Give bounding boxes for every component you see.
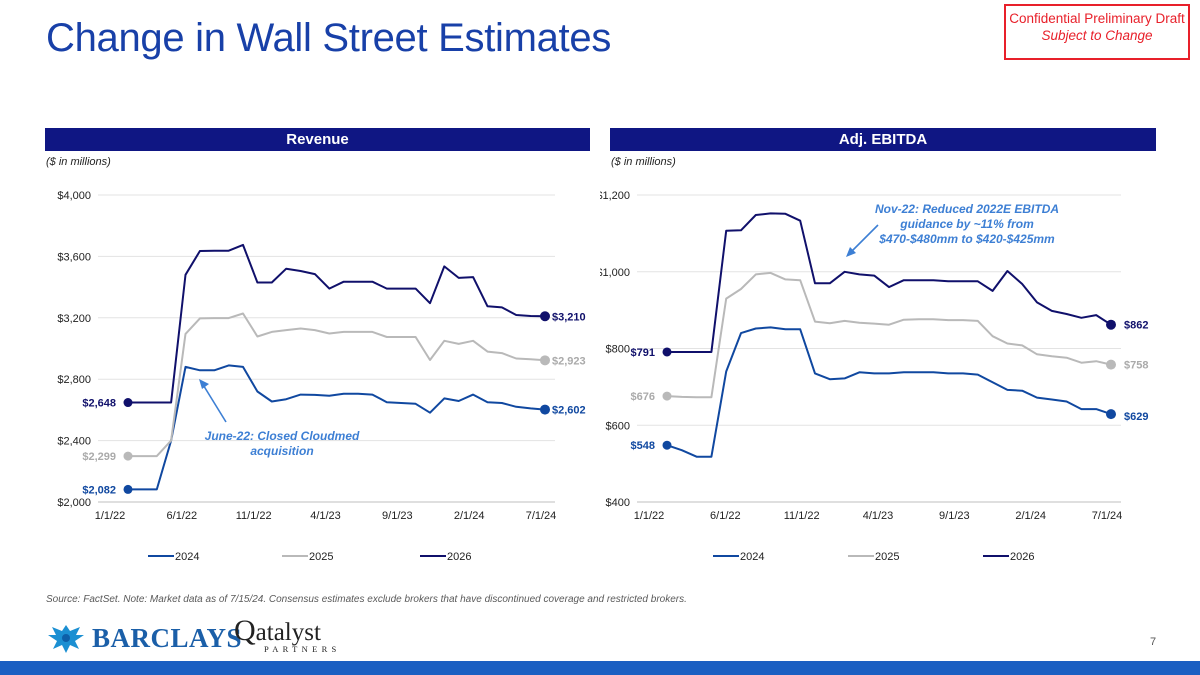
legend-label-2024: 2024 [740,551,764,563]
series-line-2024 [128,364,546,491]
end-label-2026: $3,210 [552,311,586,323]
x-tick-label: 9/1/23 [382,510,413,522]
y-tick-label: $600 [606,420,630,432]
legend-label-2025: 2025 [875,551,899,563]
ebitda-annotation-arrowhead [846,247,856,257]
revenue-header: Revenue [45,128,590,151]
qatalyst-wordmark: atalyst [255,619,321,646]
revenue-chart: $2,000 $2,400 $2,800 $3,200 $3,600 $4,000 1/1/… [57,190,586,563]
x-tick-label: 7/1/24 [526,510,557,522]
revenue-annotation-arrow [201,382,227,423]
end-marker-2026 [1106,319,1116,330]
x-tick-label: 4/1/23 [863,510,894,522]
series-line-2024 [666,326,1112,458]
start-label-2025: $676 [631,391,655,403]
end-label-2024: $2,602 [552,405,586,417]
x-tick-label: 11/1/22 [784,510,820,522]
ebitda-units: ($ in millions) [611,156,676,168]
x-tick-label: 6/1/22 [710,510,741,522]
legend-label-2025: 2025 [309,551,333,563]
page-title: Change in Wall Street Estimates [46,16,612,60]
y-tick-label: $3,200 [57,313,91,325]
footer-bar [0,661,1200,675]
y-tick-label: $1,000 [600,267,630,279]
ebitda-annotation-line: Nov-22: Reduced 2022E EBITDA [875,202,1059,216]
end-label-2025: $2,923 [552,355,586,367]
series-line-2025 [128,312,546,458]
ebitda-annotation-arrow [849,224,879,254]
start-marker-2026 [662,347,672,357]
revenue-annotation-line: June-22: Closed Cloudmed [205,429,360,443]
end-marker-2025 [540,355,550,366]
end-marker-2024 [540,404,550,415]
qatalyst-logo: Qatalyst PARTNERS [234,614,341,654]
y-tick-label: $1,200 [600,190,630,202]
series-line-2025 [666,271,1112,399]
qatalyst-partners: PARTNERS [264,644,341,654]
revenue-annotation-arrowhead [199,379,209,389]
end-label-2025: $758 [1124,360,1148,372]
y-tick-label: $3,600 [57,251,91,263]
y-tick-label: $2,800 [57,374,91,386]
revenue-units: ($ in millions) [46,156,111,168]
end-marker-2026 [540,311,550,322]
revenue-annotation-line: acquisition [250,444,313,458]
y-tick-label: $400 [606,497,630,509]
qatalyst-q: Q [234,614,256,647]
legend-label-2026: 2026 [1010,551,1034,563]
x-tick-label: 9/1/23 [939,510,970,522]
barclays-wordmark: BARCLAYS [92,622,243,653]
legend-label-2024: 2024 [175,551,199,563]
x-tick-label: 7/1/24 [1092,510,1123,522]
start-marker-2025 [123,451,133,461]
y-tick-label: $800 [606,344,630,356]
ebitda-annotation-line: $470-$480mm to $420-$425mm [878,232,1055,246]
end-label-2024: $629 [1124,411,1148,423]
start-marker-2024 [123,484,133,494]
series-line-2026 [128,243,546,404]
end-marker-2024 [1106,409,1116,420]
x-tick-label: 1/1/22 [634,510,665,522]
x-tick-label: 6/1/22 [167,510,198,522]
draft-stamp: Confidential Preliminary Draft Subject t… [1004,4,1190,60]
legend-label-2026: 2026 [447,551,471,563]
x-tick-label: 2/1/24 [1015,510,1046,522]
start-label-2024: $548 [631,440,655,452]
end-label-2026: $862 [1124,320,1148,332]
start-label-2025: $2,299 [82,451,116,463]
series-line-2026 [667,212,1112,353]
x-tick-label: 11/1/22 [236,510,272,522]
y-tick-label: $2,400 [57,436,91,448]
start-marker-2025 [662,391,672,401]
x-tick-label: 4/1/23 [310,510,341,522]
barclays-logo: BARCLAYS [46,620,242,656]
ebitda-chart: $400 $600 $800 $1,000 $1,200 1/1/22 6/1/22 11/1… [600,190,1148,563]
x-tick-label: 2/1/24 [454,510,485,522]
ebitda-annotation-line: guidance by ~11% from [899,217,1034,231]
draft-line-2: Subject to Change [1041,28,1153,43]
start-label-2024: $2,082 [82,484,116,496]
page-number: 7 [1150,636,1157,648]
source-footnote: Source: FactSet. Note: Market data as of… [46,594,687,605]
eagle-icon [48,625,84,653]
start-marker-2024 [662,440,672,450]
ebitda-header: Adj. EBITDA [610,128,1156,151]
draft-line-1: Confidential Preliminary Draft [1009,11,1185,26]
y-tick-label: $4,000 [57,190,91,202]
y-tick-label: $2,000 [57,497,91,509]
start-label-2026: $791 [631,347,655,359]
end-marker-2025 [1106,359,1116,370]
start-marker-2026 [123,398,133,408]
start-label-2026: $2,648 [82,398,116,410]
x-tick-label: 1/1/22 [95,510,126,522]
